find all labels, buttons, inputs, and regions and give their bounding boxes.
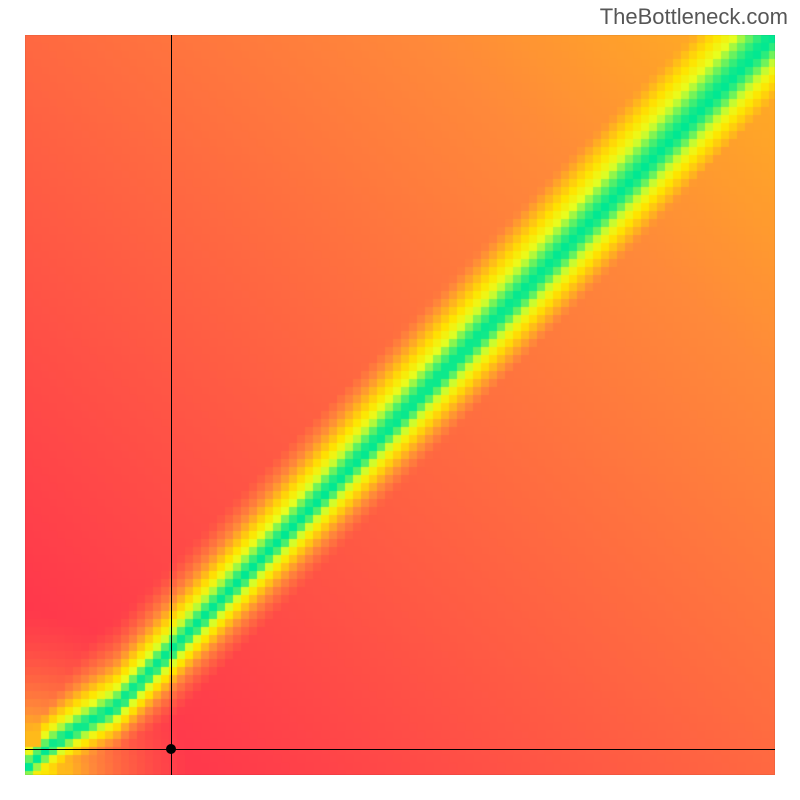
crosshair-horizontal bbox=[25, 749, 775, 750]
attribution-text: TheBottleneck.com bbox=[600, 4, 788, 30]
heatmap-canvas bbox=[25, 35, 775, 775]
crosshair-vertical bbox=[171, 35, 172, 775]
heatmap-plot bbox=[25, 35, 775, 775]
data-point bbox=[166, 744, 176, 754]
